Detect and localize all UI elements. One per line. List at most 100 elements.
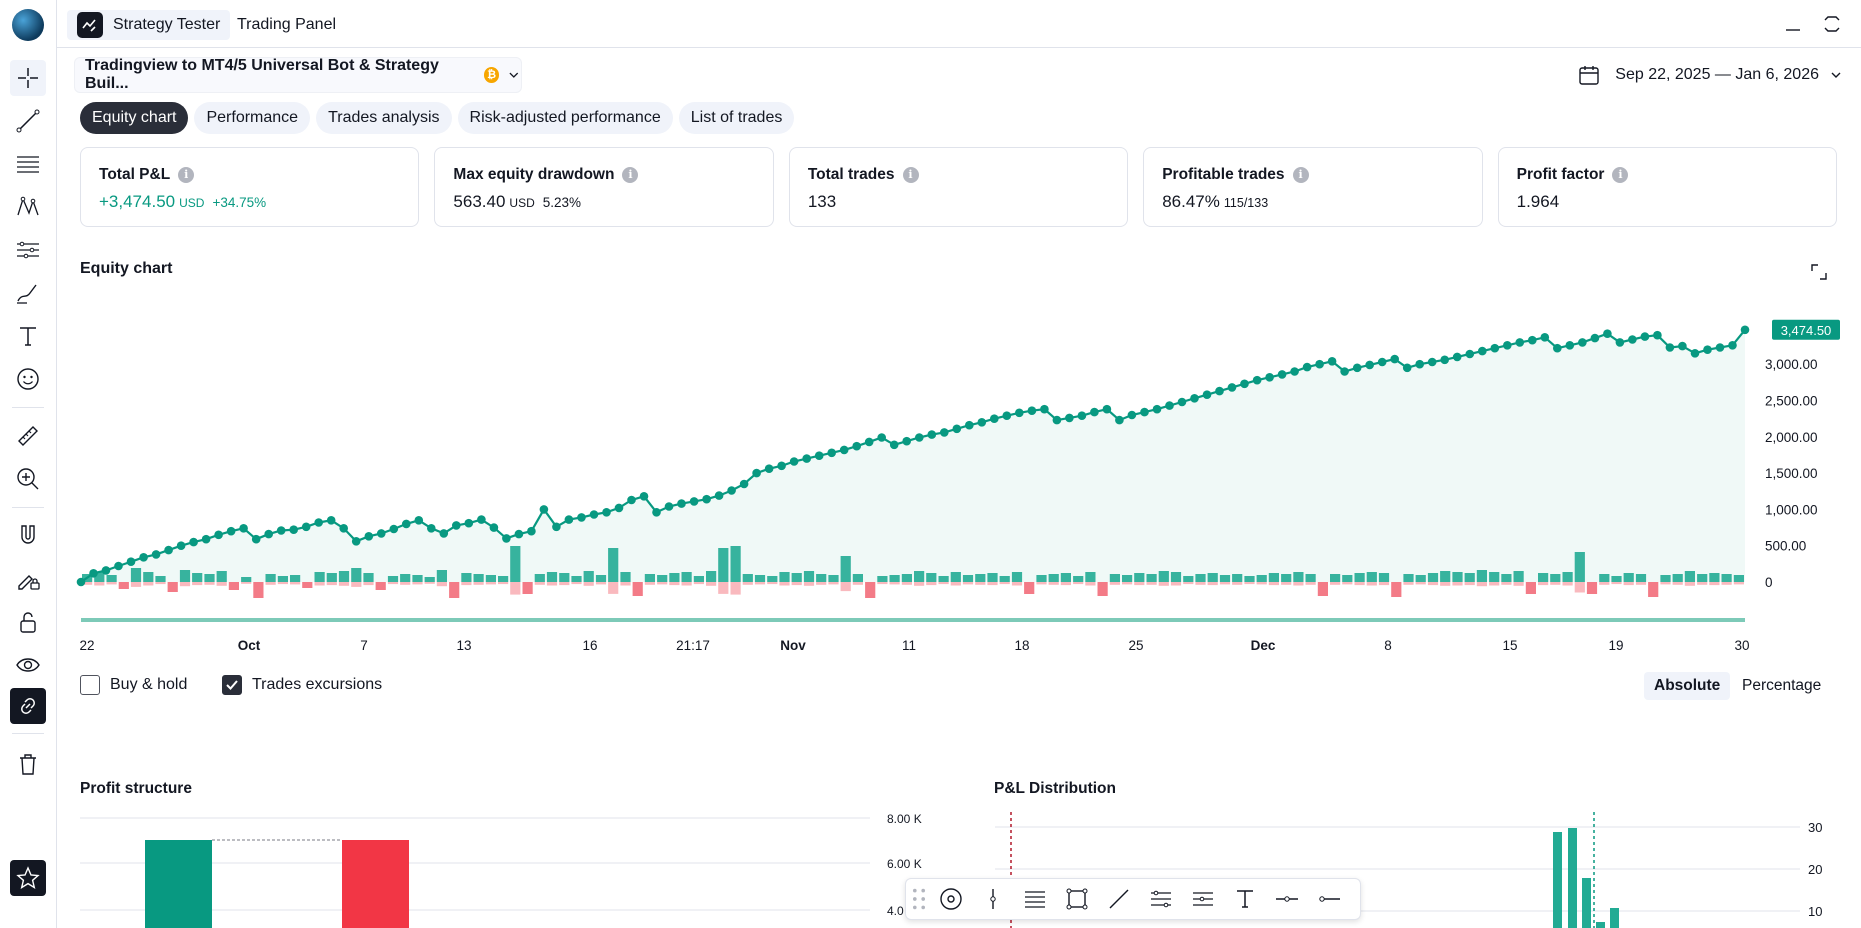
ruler-icon[interactable]: [10, 418, 46, 454]
tab-strategy-tester[interactable]: Strategy Tester: [67, 10, 231, 40]
trade-profit-bar: [204, 574, 215, 582]
checkmark-icon: [226, 680, 238, 690]
subtab-trades-analysis[interactable]: Trades analysis: [316, 102, 452, 134]
horizontal-line-icon[interactable]: [1312, 882, 1346, 916]
trend-line-icon[interactable]: [1102, 882, 1136, 916]
trade-excursion-bar: [485, 582, 496, 585]
magnet-icon[interactable]: [10, 518, 46, 554]
equity-point: [1590, 333, 1600, 343]
maximize-panel-icon[interactable]: [1822, 14, 1842, 34]
absolute-mode-button[interactable]: Absolute: [1644, 672, 1731, 700]
info-icon[interactable]: i: [178, 167, 195, 183]
profit-structure-chart[interactable]: 8.00 K 6.00 K 4.0: [75, 800, 955, 928]
equity-point: [952, 424, 962, 434]
y-tick-label: 30: [1808, 820, 1822, 835]
trade-excursion-bar: [546, 582, 558, 586]
equity-point: [1240, 379, 1249, 389]
trade-profit-bar: [400, 574, 411, 582]
rectangle-icon[interactable]: [1060, 882, 1094, 916]
emoji-icon[interactable]: [10, 361, 46, 397]
equity-point: [1490, 343, 1500, 353]
trade-profit-bar: [1623, 573, 1634, 582]
equity-point: [977, 418, 987, 427]
equity-point: [577, 513, 586, 522]
metric-title: Total P&L i: [99, 166, 400, 184]
trade-excursion-bar: [657, 582, 668, 585]
crosshair-icon[interactable]: [10, 60, 46, 96]
trade-excursion-bar: [1378, 582, 1390, 586]
pnl-distribution-chart[interactable]: 30 20 10: [990, 800, 1840, 928]
buy-hold-checkbox[interactable]: Buy & hold: [80, 675, 187, 695]
minimize-icon[interactable]: [1783, 14, 1803, 34]
subtab-list-of-trades[interactable]: List of trades: [678, 102, 795, 134]
parallel-channel-icon[interactable]: [1144, 882, 1178, 916]
zoom-in-icon[interactable]: [10, 461, 46, 497]
trade-profit-bar: [1281, 574, 1292, 582]
link-icon[interactable]: [10, 688, 46, 724]
trend-line-icon[interactable]: [10, 103, 46, 139]
equity-point: [1077, 411, 1087, 420]
lock-icon[interactable]: [10, 604, 46, 640]
x-tick-label: 25: [1128, 638, 1143, 653]
lock-drawing-icon[interactable]: [10, 561, 46, 597]
trade-profit-bar: [351, 568, 362, 582]
forecast-tool-icon[interactable]: [10, 232, 46, 268]
equity-point: [777, 461, 786, 471]
equity-point: [1115, 415, 1124, 425]
trade-profit-bar: [852, 574, 863, 582]
fib-retracement-icon[interactable]: [10, 146, 46, 182]
trade-excursion-bar: [644, 582, 655, 585]
vertical-line-icon[interactable]: [976, 882, 1010, 916]
equity-point: [126, 557, 136, 566]
trade-excursion-bar: [1085, 582, 1096, 586]
info-icon[interactable]: i: [1612, 167, 1629, 183]
info-icon[interactable]: i: [1292, 167, 1309, 183]
trades-excursions-checkbox[interactable]: Trades excursions: [222, 675, 382, 695]
equity-point: [1553, 343, 1562, 353]
equity-point: [1515, 338, 1525, 347]
text-tool-icon[interactable]: [1228, 882, 1262, 916]
trade-excursion-bar: [1550, 582, 1561, 585]
horizontal-ray-icon[interactable]: [1270, 882, 1304, 916]
favorites-star-icon[interactable]: [10, 860, 46, 896]
fib-levels-icon[interactable]: [1018, 882, 1052, 916]
trade-excursion-bar: [338, 582, 350, 586]
strategy-selector[interactable]: Tradingview to MT4/5 Universal Bot & Str…: [74, 57, 522, 93]
equity-point: [527, 526, 536, 536]
trade-loss-bar: [1024, 582, 1035, 594]
tab-trading-panel[interactable]: Trading Panel: [227, 10, 346, 40]
date-range-picker[interactable]: Sep 22, 2025 — Jan 6, 2026: [1577, 62, 1843, 88]
subtab-performance[interactable]: Performance: [194, 102, 311, 134]
trade-excursion-bar: [1073, 582, 1084, 585]
trash-icon[interactable]: [10, 746, 46, 782]
text-tool-icon[interactable]: [10, 318, 46, 354]
info-icon[interactable]: i: [622, 167, 639, 183]
trade-excursion-bar: [1403, 582, 1414, 585]
subtab-equity-chart[interactable]: Equity chart: [80, 102, 189, 134]
regression-trend-icon[interactable]: [1186, 882, 1220, 916]
cycle-lines-icon[interactable]: [934, 882, 968, 916]
equity-chart[interactable]: 0 500.00 1,000.00 1,500.00 2,000.00 2,500.00 3…: [75, 290, 1845, 660]
drag-handle-icon[interactable]: [912, 882, 926, 916]
pnl-distribution-title: P&L Distribution: [994, 780, 1116, 797]
equity-point: [1678, 341, 1687, 351]
equity-area: [81, 329, 1745, 582]
metric-card-total-trades: Total trades i 133: [788, 147, 1129, 227]
trade-excursion-bar: [1415, 582, 1426, 585]
trade-excursion-bar: [1709, 582, 1720, 586]
x-tick-label: 7: [360, 638, 368, 653]
subtab-risk-adjusted-performance[interactable]: Risk-adjusted performance: [457, 102, 673, 134]
percentage-mode-button[interactable]: Percentage: [1742, 677, 1822, 694]
trade-profit-bar: [436, 570, 447, 582]
metric-card-total-pnl: Total P&L i +3,474.50 USD +34.75%: [80, 147, 420, 227]
eye-icon[interactable]: [10, 647, 46, 683]
brush-icon[interactable]: [10, 275, 46, 311]
equity-chart-title: Equity chart: [80, 260, 173, 277]
trade-loss-bar: [1317, 582, 1328, 596]
equity-point: [1603, 329, 1612, 338]
expand-icon[interactable]: [1804, 257, 1834, 287]
equity-point: [201, 534, 211, 544]
info-icon[interactable]: i: [902, 167, 919, 183]
pattern-tool-icon[interactable]: [10, 189, 46, 225]
profile-avatar-icon[interactable]: [12, 9, 44, 41]
